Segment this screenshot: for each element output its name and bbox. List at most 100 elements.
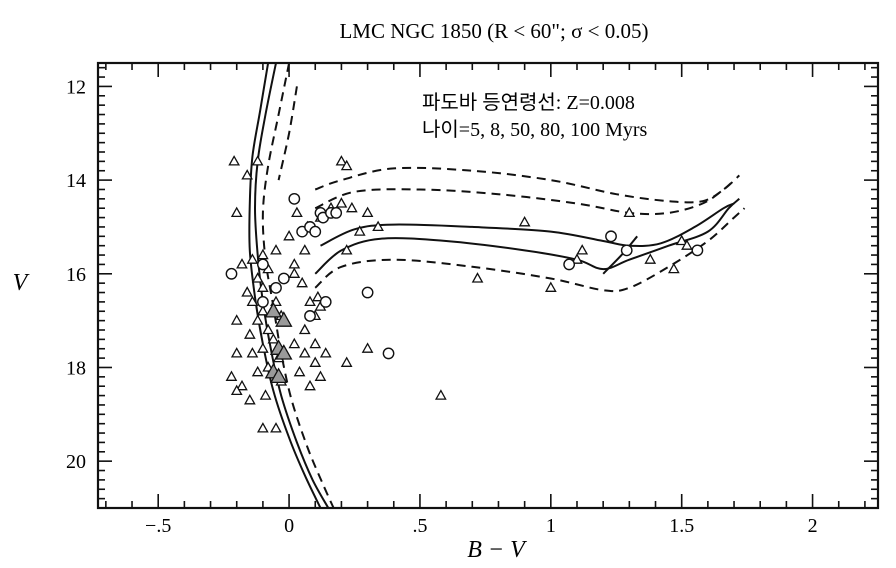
triangle-point <box>243 328 256 339</box>
triangle-point <box>230 314 243 325</box>
triangle-point <box>225 370 238 381</box>
circle-point <box>270 281 282 294</box>
circle-point <box>256 258 269 271</box>
triangle-point <box>256 248 269 260</box>
circle-point <box>361 286 374 299</box>
triangle-point <box>667 262 680 274</box>
triangle-point <box>314 370 327 381</box>
x-tick-label: −.5 <box>145 515 171 537</box>
triangle-point <box>230 206 243 218</box>
data-points <box>225 155 704 433</box>
triangle-point <box>298 347 311 358</box>
x-tick-label: 1 <box>546 515 556 537</box>
circle-point <box>330 206 343 219</box>
filled-triangle-point <box>275 344 293 360</box>
x-axis-label: B − V <box>467 537 527 563</box>
triangle-point <box>675 234 688 246</box>
triangle-point <box>623 206 636 218</box>
triangle-point <box>236 258 248 269</box>
triangle-point <box>283 229 295 241</box>
circle-point <box>288 192 301 205</box>
triangle-point <box>259 389 272 400</box>
triangle-point <box>340 356 353 367</box>
triangle-point <box>544 281 557 292</box>
triangle-point <box>434 389 447 400</box>
triangle-point <box>298 244 311 255</box>
y-tick-label: 12 <box>66 76 86 98</box>
triangle-point <box>256 281 269 292</box>
y-tick-labels: 12 14 16 18 20 <box>66 76 86 473</box>
triangle-point <box>353 225 366 236</box>
triangle-point <box>340 244 353 255</box>
triangle-point <box>372 220 384 232</box>
triangle-point <box>340 159 353 171</box>
triangle-point <box>644 253 657 264</box>
triangle-point <box>251 155 264 166</box>
circle-point <box>620 244 633 257</box>
triangle-point <box>256 304 269 316</box>
triangle-point <box>288 337 301 349</box>
isochrone-6 <box>320 202 735 247</box>
triangle-point <box>471 272 484 283</box>
circle-point <box>382 347 395 360</box>
triangle-point <box>262 323 275 335</box>
circle-point <box>256 295 269 308</box>
triangle-point <box>288 258 301 269</box>
circle-point <box>277 272 290 285</box>
triangle-point <box>304 379 316 391</box>
y-tick-label: 20 <box>66 451 86 473</box>
triangle-point <box>571 253 583 264</box>
y-tick-label: 18 <box>66 357 86 379</box>
triangle-point <box>319 347 332 358</box>
y-tick-label: 14 <box>66 170 86 192</box>
triangle-point <box>230 384 243 396</box>
filled-triangle-point <box>264 301 283 318</box>
triangle-point <box>270 422 282 433</box>
x-tick-label: 2 <box>808 515 818 537</box>
isochrone-4 <box>277 86 298 181</box>
triangle-point <box>228 155 241 166</box>
plot-frame <box>96 61 880 510</box>
triangle-point <box>246 253 259 264</box>
triangle-point <box>291 206 303 218</box>
triangle-point <box>246 295 259 307</box>
triangle-point <box>267 333 280 344</box>
triangle-point <box>251 314 264 325</box>
triangle-point <box>298 323 311 335</box>
isochrone-10 <box>602 235 638 275</box>
triangle-point <box>311 290 324 302</box>
x-tick-label: 1.5 <box>669 515 694 537</box>
circle-point <box>309 225 322 238</box>
triangle-point <box>236 379 248 391</box>
triangle-point <box>361 342 374 353</box>
y-tick-label: 16 <box>66 264 86 286</box>
circle-point <box>605 230 617 243</box>
circle-point <box>691 244 704 257</box>
isochrone-7 <box>314 207 746 293</box>
x-tick-label: .5 <box>412 515 427 537</box>
triangle-point <box>345 201 358 213</box>
triangle-point <box>296 276 309 288</box>
triangle-point <box>270 244 282 255</box>
triangle-point <box>256 342 269 353</box>
triangle-point <box>251 365 264 377</box>
x-tick-label: 0 <box>284 515 294 537</box>
triangle-point <box>251 272 264 283</box>
triangle-point <box>335 155 348 166</box>
triangle-point <box>518 215 531 227</box>
triangle-point <box>243 393 256 405</box>
triangle-point <box>309 337 322 349</box>
triangle-point <box>309 356 322 367</box>
triangle-point <box>246 347 259 358</box>
chart-title: LMC NGC 1850 (R < 60"; σ < 0.05) <box>339 19 648 43</box>
triangle-point <box>576 244 589 255</box>
filled-triangle-point <box>275 311 293 327</box>
circle-point <box>225 267 238 280</box>
circle-point <box>319 295 332 308</box>
triangle-point <box>256 422 269 433</box>
x-tick-labels: −.5 0 .5 1 1.5 2 <box>145 515 818 537</box>
isochrone-annotation-line1: 파도바 등연령선: Z=0.008 <box>422 91 635 114</box>
circle-point <box>563 258 576 271</box>
triangle-point <box>230 347 243 358</box>
